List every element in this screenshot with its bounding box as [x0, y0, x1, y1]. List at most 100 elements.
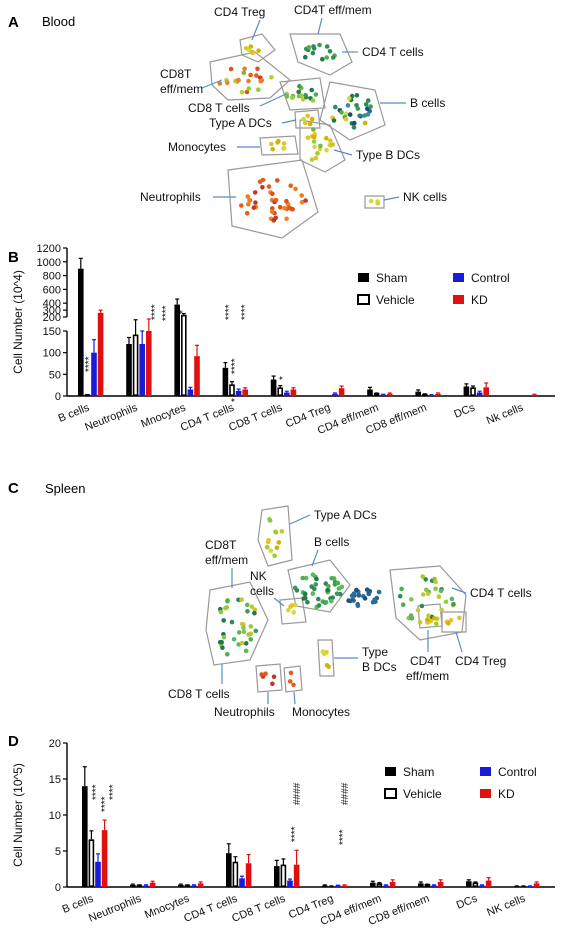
network-dot — [220, 645, 225, 650]
panel-d-bar — [533, 883, 540, 887]
network-dot — [287, 679, 293, 684]
panel-b-category-label: Neutrophils — [83, 401, 140, 433]
panel-d-bar — [82, 786, 88, 887]
label-neutrophils: Neutrophils — [140, 190, 201, 204]
panel-d-bar — [431, 885, 437, 887]
network-dot — [281, 141, 287, 146]
network-dot — [339, 110, 344, 115]
network-dot — [324, 55, 330, 60]
network-dot — [239, 203, 244, 208]
label-cd4treg: CD4 Treg — [214, 5, 265, 19]
label-cd8t-l2: eff/mem — [205, 553, 248, 567]
network-dot — [311, 127, 316, 132]
panel-d-significance: **** — [108, 784, 119, 800]
network-dot — [256, 48, 261, 53]
panel-b-significance: **** — [161, 305, 172, 321]
network-dot — [288, 670, 294, 676]
network-dot — [249, 604, 255, 609]
network-dot — [301, 116, 306, 122]
network-dot — [266, 184, 272, 189]
panel-d-bar — [274, 866, 280, 887]
cluster-bcells-outline — [287, 559, 351, 613]
network-dot — [311, 139, 317, 144]
network-dot — [244, 89, 250, 95]
label-bcells: B cells — [410, 96, 445, 110]
network-dot — [247, 198, 252, 203]
network-dot — [291, 682, 296, 688]
network-dot — [424, 587, 429, 593]
cluster-typeA-outline — [257, 505, 293, 567]
panel-b-bar — [174, 304, 180, 396]
panel-d-bar — [191, 885, 197, 887]
panel-b-bar — [235, 390, 242, 396]
panel-d-category-label: CD8 T cells — [230, 892, 287, 924]
cluster-typeB-outline — [299, 119, 346, 173]
cluster-bcells-outline — [319, 81, 386, 141]
panel-b-bar — [470, 387, 476, 397]
network-dot — [375, 199, 380, 204]
panel-b-legend-label: Sham — [376, 271, 407, 285]
panel-b-legend-swatch — [358, 273, 369, 282]
network-dot — [307, 121, 313, 127]
network-dot — [274, 545, 280, 551]
network-dot — [351, 598, 356, 603]
panel-c-title: Spleen — [45, 481, 85, 496]
network-dot — [246, 632, 251, 637]
network-dot — [259, 672, 265, 677]
network-dot — [273, 530, 279, 535]
panel-b-bar — [97, 312, 104, 396]
network-dot — [346, 598, 351, 603]
network-dot — [269, 75, 274, 80]
network-dot — [355, 603, 361, 609]
network-dot — [326, 664, 332, 670]
network-dot — [297, 83, 302, 89]
network-dot — [299, 193, 305, 198]
network-dot — [366, 590, 371, 595]
panel-d-bar — [143, 885, 149, 887]
network-dot — [224, 605, 230, 610]
panel-d-bar — [479, 885, 485, 887]
panel-b-category-label: Nk cells — [485, 401, 526, 427]
panel-d-legend-swatch — [480, 789, 491, 798]
network-dot — [284, 94, 290, 99]
panel-d-legend-swatch — [384, 788, 397, 799]
panel-d-bar — [418, 883, 424, 887]
network-dot — [246, 86, 252, 91]
network-dot — [239, 89, 245, 95]
panel-d-significance: **** — [100, 796, 111, 812]
network-dot — [298, 93, 304, 98]
network-dot — [248, 72, 253, 78]
network-dot — [269, 141, 274, 147]
network-dot — [415, 608, 421, 613]
panel-d-bar — [245, 863, 252, 887]
panel-b-y-tick-label: 1000 — [37, 257, 61, 269]
network-dot — [312, 144, 317, 149]
panel-d-bar — [383, 885, 389, 887]
cluster-cd8t-effmem-outline — [209, 51, 291, 101]
panel-a-letter: A — [8, 14, 19, 31]
panel-d-bar — [226, 853, 232, 887]
panel-b-bar — [428, 395, 435, 396]
network-dot — [434, 621, 439, 627]
label-cd8t-l1: CD8T — [205, 538, 237, 552]
panel-d-y-tick-label: 0 — [55, 882, 61, 894]
network-dot — [423, 577, 429, 582]
network-dot — [309, 116, 315, 122]
label-nk: NK cells — [403, 190, 447, 204]
network-dot — [318, 143, 323, 149]
panel-d-bar — [130, 884, 136, 887]
network-dot — [265, 539, 271, 545]
network-dot — [305, 113, 311, 119]
panel-d-significance: #### — [292, 782, 303, 805]
panel-d-bar — [149, 882, 156, 887]
panel-b-significance: **** — [150, 304, 161, 320]
network-dot — [251, 205, 257, 210]
network-dot — [244, 211, 250, 216]
cluster-neutrophils-outline — [255, 663, 283, 693]
panel-b-bar — [531, 394, 538, 396]
panel-d-category-label: DCs — [455, 892, 480, 911]
panel-b-significance: **** — [230, 358, 241, 374]
network-dot — [436, 594, 442, 599]
